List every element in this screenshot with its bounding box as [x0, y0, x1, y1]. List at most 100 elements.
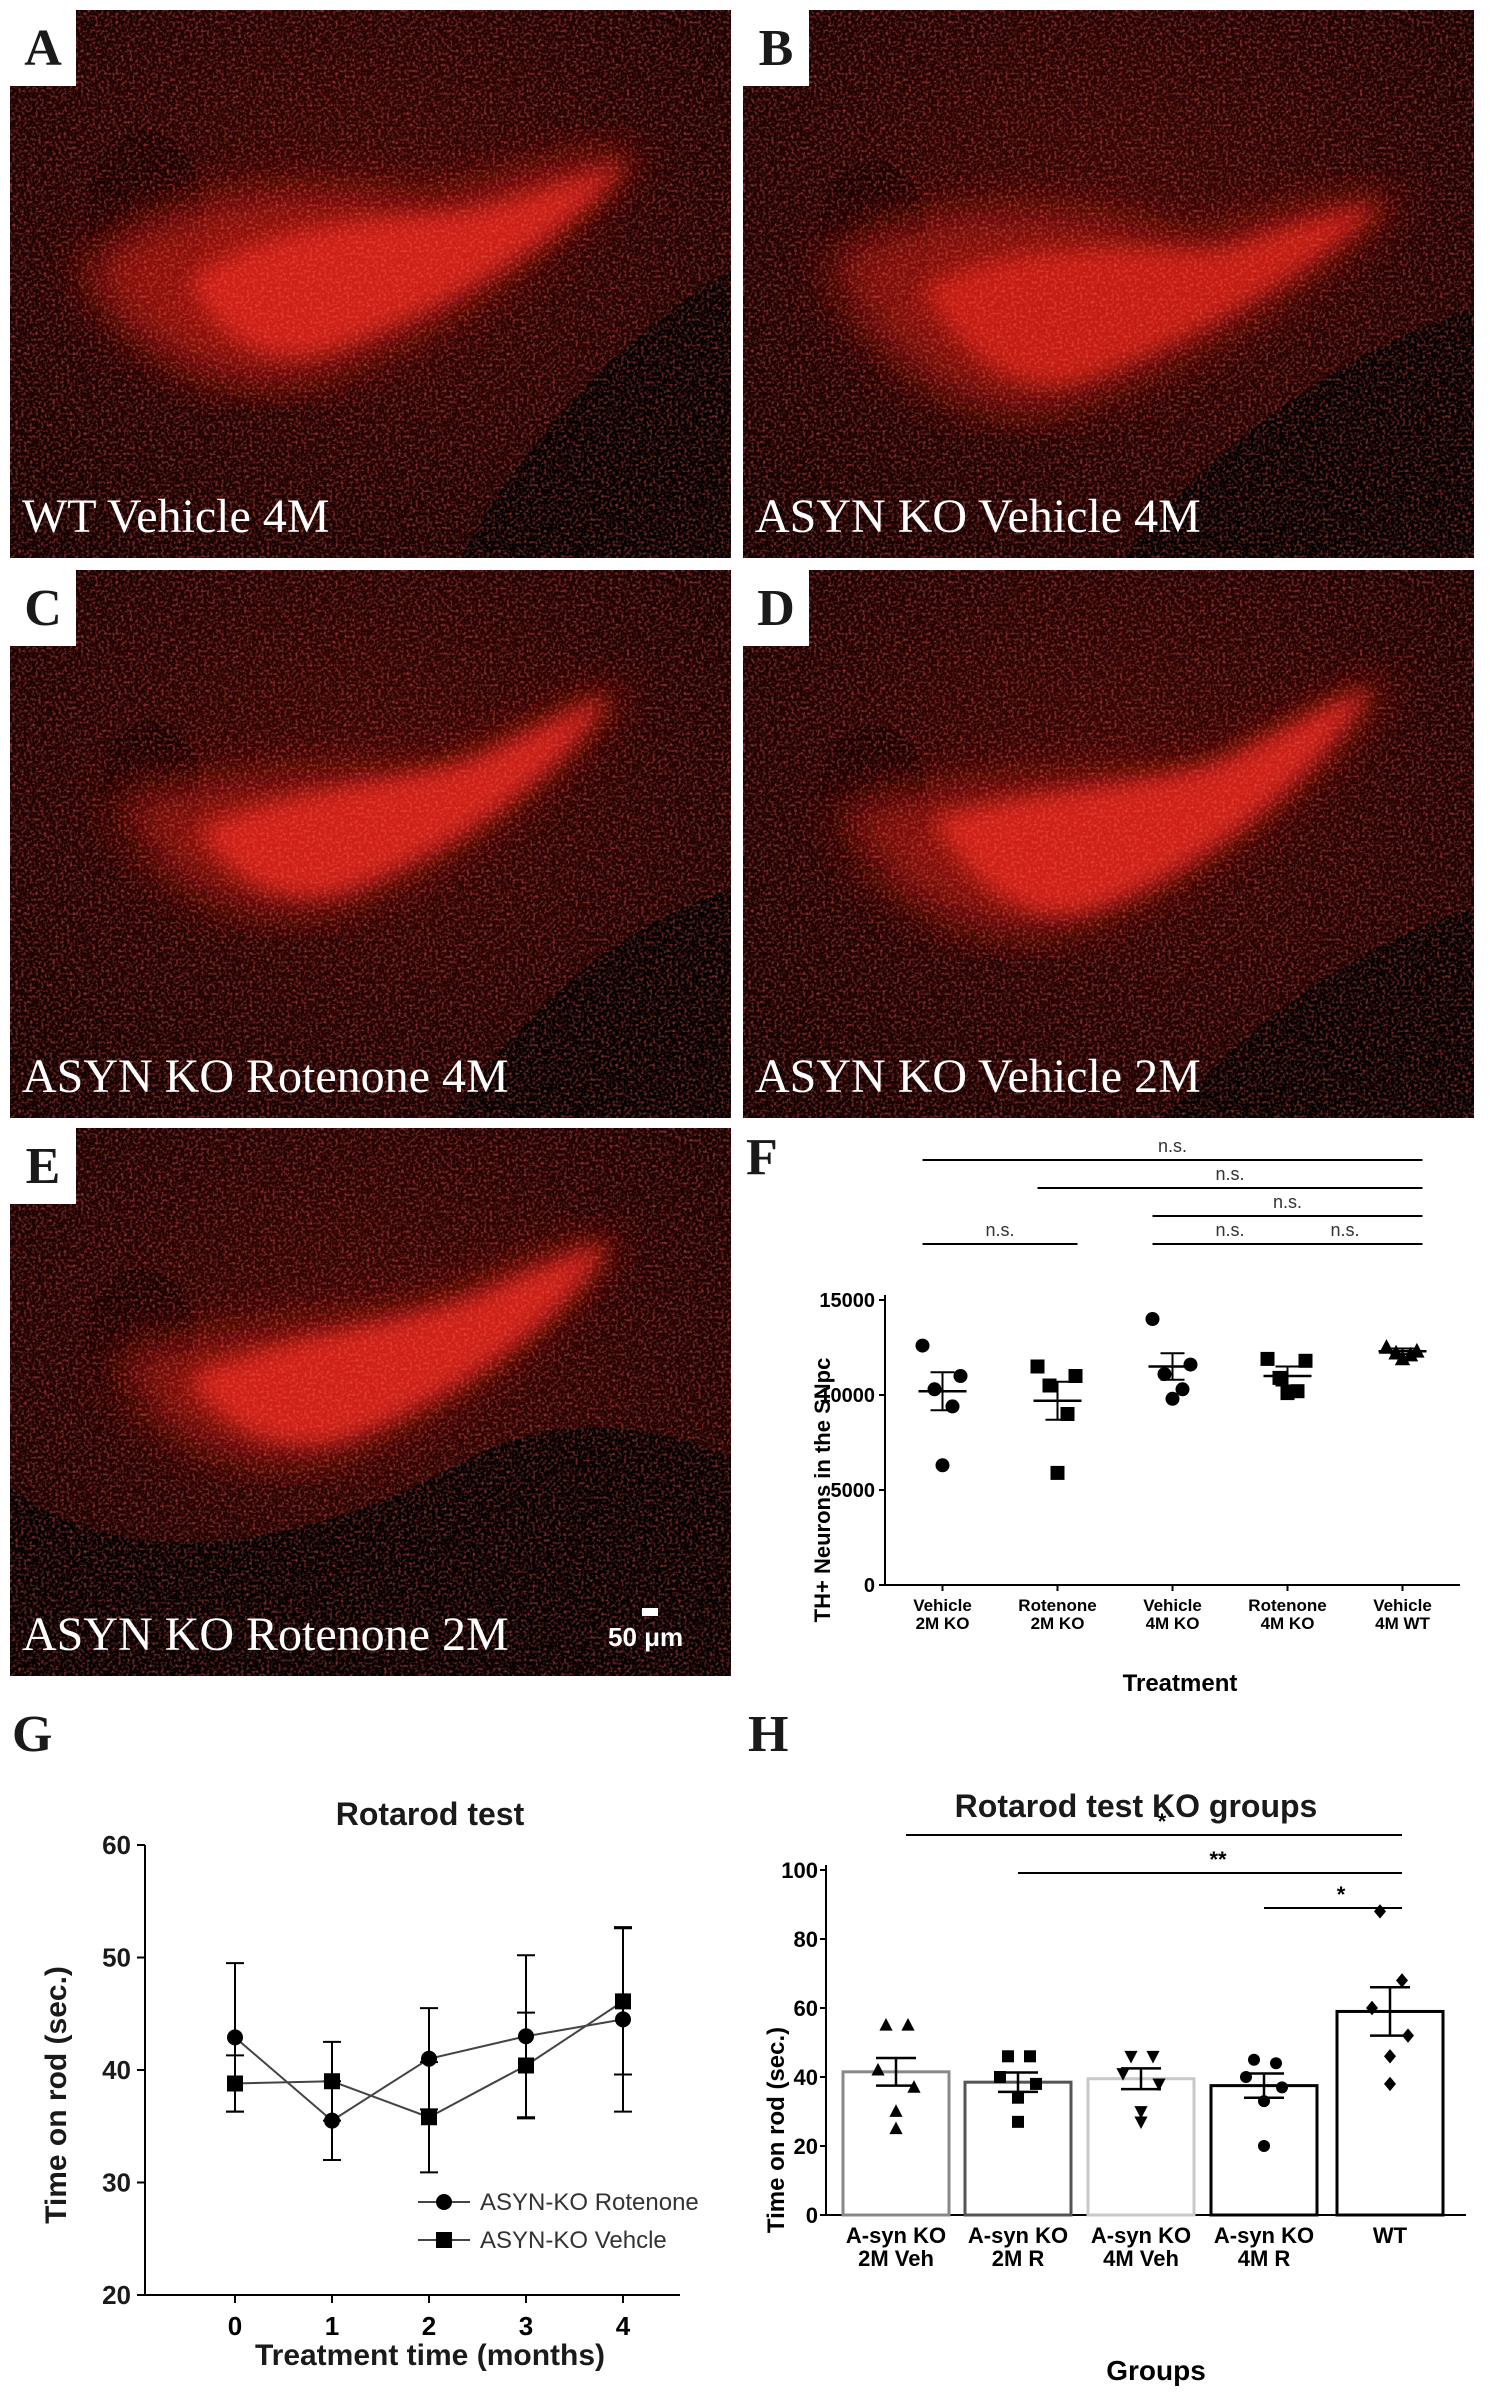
significance-label: n.s. — [1215, 1164, 1244, 1184]
data-point — [907, 2080, 921, 2093]
data-point — [1002, 2050, 1014, 2063]
data-point — [518, 2057, 534, 2074]
x-tick-label: WT — [1373, 2223, 1408, 2248]
x-tick-label: Rotenone 4M KO — [1248, 1596, 1326, 1633]
data-point — [1134, 2116, 1148, 2130]
data-point — [1240, 2071, 1252, 2083]
y-tick-label: 15000 — [819, 1290, 875, 1312]
significance-label: * — [1158, 1809, 1167, 1834]
y-tick-label: 30 — [102, 2168, 131, 2198]
data-point — [915, 1338, 930, 1353]
data-point — [1124, 2050, 1138, 2064]
significance-label: n.s. — [1215, 1220, 1244, 1240]
y-axis-label: Time on rod (sec.) — [763, 2027, 790, 2233]
x-tick-label: Vehicle 4M KO — [1143, 1596, 1202, 1633]
data-point — [1024, 2050, 1036, 2063]
micrograph-c — [10, 570, 731, 1118]
legend-label: ASYN-KO Vehcle — [480, 2227, 667, 2254]
bar — [841, 2070, 951, 2217]
significance-label: n.s. — [1330, 1220, 1359, 1240]
significance-label: n.s. — [1273, 1192, 1302, 1212]
y-axis-label: TH+ Neurons in the SNpc — [810, 1358, 835, 1623]
x-axis-label: Treatment time (months) — [255, 2339, 605, 2372]
data-point — [994, 2071, 1006, 2083]
x-axis-label: Treatment — [1123, 1670, 1238, 1697]
panel-letter: A — [10, 10, 76, 86]
x-tick-label: A-syn KO 4M Veh — [1091, 2223, 1191, 2271]
data-point — [1298, 1353, 1313, 1368]
micrograph-d — [743, 570, 1474, 1118]
data-point — [927, 1382, 942, 1397]
data-point — [1276, 2081, 1288, 2094]
data-point — [227, 2029, 243, 2046]
data-point — [871, 2062, 885, 2076]
panel-caption: ASYN KO Rotenone 4M — [22, 1050, 509, 1103]
scale-bar-label: 50 μm — [608, 1622, 684, 1652]
data-point — [1134, 2106, 1148, 2119]
data-point — [1248, 2053, 1260, 2066]
panel-caption: WT Vehicle 4M — [22, 490, 330, 543]
bar — [963, 2080, 1073, 2217]
micrograph-panel-d: D ASYN KO Vehicle 2M — [743, 570, 1474, 1118]
y-tick-label: 10000 — [819, 1385, 875, 1407]
x-tick-label: A-syn KO 2M R — [968, 2223, 1068, 2271]
data-point — [1396, 1973, 1408, 1988]
x-tick-label: Rotenone 2M KO — [1018, 1596, 1096, 1633]
data-point — [1012, 2091, 1024, 2104]
data-point — [889, 2104, 903, 2117]
y-axis-label: Time on rod (sec.) — [40, 1966, 73, 2224]
bar — [1086, 2077, 1196, 2217]
data-point — [1145, 1312, 1160, 1326]
panel-caption: ASYN KO Rotenone 2M — [22, 1608, 509, 1661]
chart-title: Rotarod test — [336, 1796, 525, 1832]
data-point — [1258, 2095, 1270, 2108]
data-point — [879, 2018, 893, 2031]
y-tick-label: 0 — [864, 1575, 875, 1597]
data-point — [1366, 2000, 1378, 2016]
data-point — [421, 2109, 437, 2126]
y-tick-label: 20 — [794, 2134, 818, 2159]
micrograph-a — [10, 10, 731, 558]
micrograph-panel-b: B ASYN KO Vehicle 4M — [743, 10, 1474, 558]
y-tick-label: 40 — [794, 2065, 818, 2090]
y-tick-label: 80 — [794, 1927, 818, 1952]
y-tick-label: 20 — [102, 2280, 131, 2310]
data-point — [1258, 2140, 1270, 2152]
data-point — [1060, 1407, 1075, 1421]
data-point — [615, 1993, 631, 2010]
legend-marker — [436, 2232, 452, 2248]
data-point — [1272, 1370, 1287, 1385]
data-point — [1157, 1367, 1172, 1382]
x-tick-label: 0 — [228, 2311, 242, 2341]
data-point — [1146, 2050, 1160, 2064]
micrograph-panel-c: C ASYN KO Rotenone 4M — [10, 570, 731, 1118]
chart-letter-h: H — [748, 1706, 789, 1763]
data-point — [1030, 2077, 1042, 2090]
data-point — [1280, 1386, 1295, 1401]
data-point — [935, 1458, 950, 1473]
data-point — [1152, 2078, 1166, 2092]
x-tick-label: 1 — [325, 2311, 339, 2341]
chart-letter-f: F — [746, 1129, 778, 1186]
y-tick-label: 5000 — [831, 1480, 876, 1502]
data-point — [1394, 1350, 1411, 1366]
data-point — [1384, 2049, 1396, 2064]
data-point — [1068, 1369, 1083, 1383]
chart-letter-g: G — [12, 1706, 53, 1763]
bar — [1335, 2009, 1445, 2217]
data-point — [1012, 2115, 1024, 2128]
x-tick-label: Vehicle 2M KO — [913, 1596, 972, 1633]
legend-label: ASYN-KO Rotenone — [480, 2189, 699, 2216]
y-tick-label: 40 — [102, 2055, 131, 2085]
data-point — [1175, 1382, 1190, 1397]
panel-letter: D — [743, 570, 809, 646]
panel-letter: E — [10, 1128, 76, 1204]
micrograph-panel-e: E ASYN KO Rotenone 2M 50 μm — [10, 1128, 731, 1676]
data-point — [1030, 1359, 1045, 1374]
data-point — [227, 2075, 243, 2092]
panel-caption: ASYN KO Vehicle 4M — [755, 490, 1201, 543]
data-point — [1260, 1351, 1275, 1366]
micrograph-b — [743, 10, 1474, 558]
data-point — [889, 2121, 903, 2135]
significance-label: n.s. — [985, 1220, 1014, 1240]
